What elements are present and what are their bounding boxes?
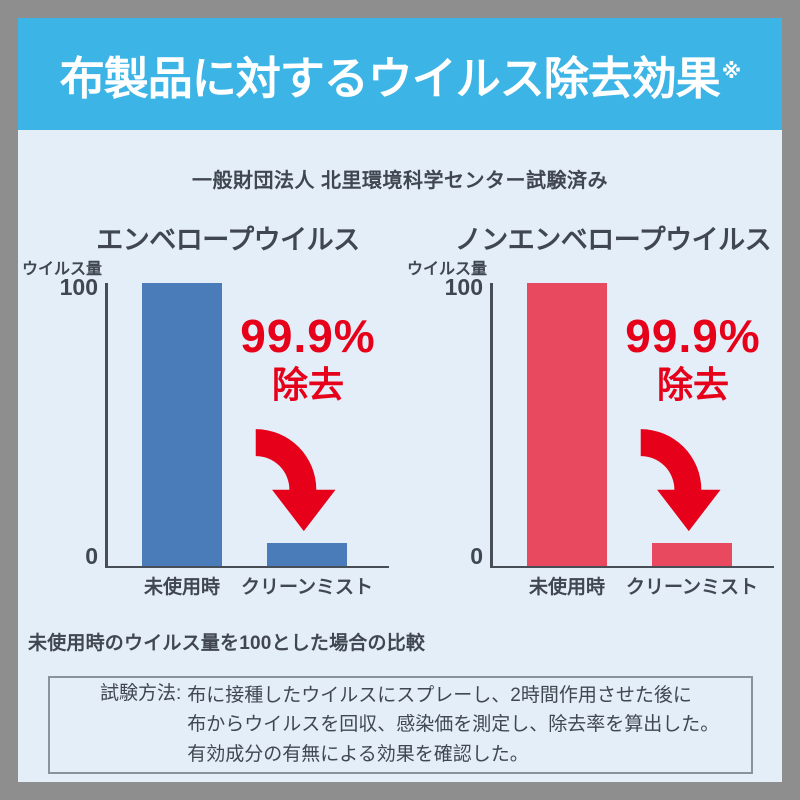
removal-label: 除去 bbox=[656, 364, 729, 405]
test-method-text: 布に接種したウイルスにスプレーし、2時間作用させた後に 布からウイルスを回収、感… bbox=[187, 681, 719, 769]
y-tick-100: 100 bbox=[59, 274, 98, 300]
page-title: 布製品に対するウイルス除去効果 ※ bbox=[59, 42, 741, 107]
x-axis-line bbox=[105, 565, 389, 568]
bar-unused bbox=[527, 283, 607, 566]
chart-envelope-virus: エンベロープウイルス ウイルス量 100 0 未使用時 クリーンミスト 99.9… bbox=[18, 208, 398, 618]
comparison-note: 未使用時のウイルス量を100とした場合の比較 bbox=[28, 633, 426, 654]
test-method-label: 試験方法: bbox=[100, 683, 182, 704]
test-method-box: 試験方法: 布に接種したウイルスにスプレーし、2時間作用させた後に 布からウイル… bbox=[48, 676, 753, 774]
chart-title: エンベロープウイルス bbox=[96, 225, 360, 255]
test-method-line: 有効成分の有無による効果を確認した。 bbox=[187, 743, 529, 765]
test-method-line: 布に接種したウイルスにスプレーし、2時間作用させた後に bbox=[187, 684, 692, 706]
y-axis-line bbox=[105, 283, 108, 568]
certification-subtitle: 一般財団法人 北里環境科学センター試験済み bbox=[191, 170, 609, 192]
y-axis-label: ウイルス量 bbox=[406, 261, 487, 278]
removal-label: 除去 bbox=[271, 364, 344, 405]
reference-mark: ※ bbox=[721, 60, 741, 83]
y-tick-0: 0 bbox=[85, 543, 98, 569]
page-title-text: 布製品に対するウイルス除去効果 bbox=[59, 52, 721, 104]
plot-area bbox=[490, 283, 774, 566]
chart-non-envelope-virus: ノンエンベロープウイルス ウイルス量 100 0 未使用時 クリーンミスト 99… bbox=[403, 208, 782, 618]
y-axis-label: ウイルス量 bbox=[21, 261, 102, 278]
bar-unused bbox=[142, 283, 222, 566]
x-label-unused: 未使用時 bbox=[528, 577, 605, 598]
bar-cleanmist bbox=[652, 542, 732, 566]
removal-arrow-icon bbox=[255, 429, 336, 532]
x-label-unused: 未使用時 bbox=[143, 577, 220, 598]
x-label-cleanmist: クリーンミスト bbox=[240, 577, 374, 598]
removal-arrow-icon bbox=[640, 429, 721, 532]
y-axis-line bbox=[490, 283, 493, 568]
x-label-cleanmist: クリーンミスト bbox=[625, 577, 759, 598]
y-tick-100: 100 bbox=[444, 274, 483, 300]
removal-percent: 99.9% bbox=[625, 310, 761, 362]
y-tick-0: 0 bbox=[470, 543, 483, 569]
plot-area bbox=[105, 283, 389, 566]
title-banner: 布製品に対するウイルス除去効果 ※ bbox=[18, 18, 782, 130]
test-method-line: 布からウイルスを回収、感染価を測定し、除去率を算出した。 bbox=[187, 714, 720, 736]
x-axis-line bbox=[490, 565, 774, 568]
chart-title: ノンエンベロープウイルス bbox=[454, 225, 772, 255]
removal-percent: 99.9% bbox=[240, 310, 376, 362]
bar-cleanmist bbox=[267, 542, 347, 566]
